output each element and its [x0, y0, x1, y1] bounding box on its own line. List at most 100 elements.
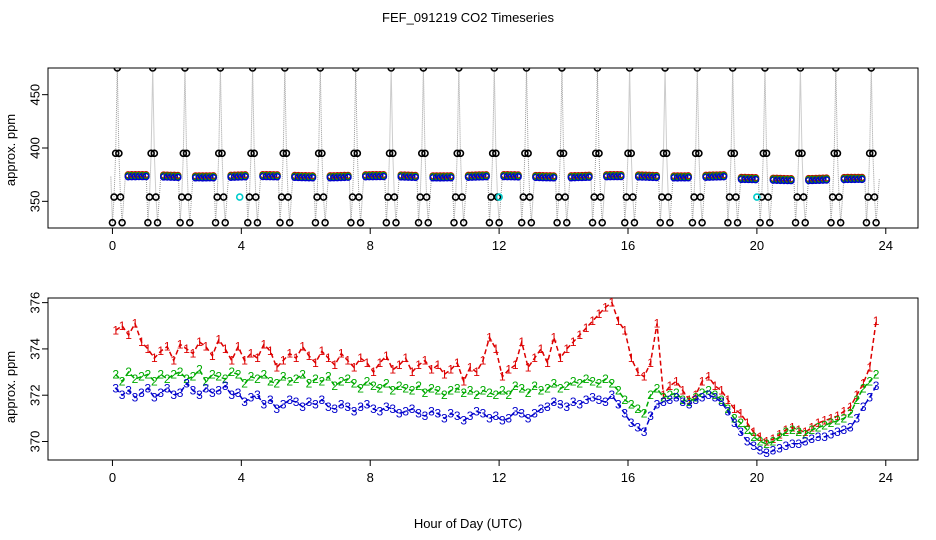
- sample-3-point: [163, 173, 171, 181]
- series-1-marker: 1: [647, 356, 654, 370]
- cal-point: [152, 193, 160, 201]
- cal-point: [153, 218, 162, 227]
- cal-point: [666, 218, 674, 227]
- y-tick-label: 450: [27, 84, 42, 106]
- series-1-marker: 1: [157, 344, 164, 358]
- series-1-marker: 1: [795, 423, 802, 437]
- cal-point: [311, 218, 320, 227]
- series-3-marker: 3: [776, 441, 783, 455]
- series-2-marker: 2: [641, 407, 648, 421]
- x-tick-label: 12: [492, 470, 506, 485]
- cal-point: [182, 149, 191, 158]
- series-1-marker: 1: [235, 340, 242, 354]
- sample-3-point: [783, 176, 792, 185]
- series-3-marker: 3: [518, 407, 525, 421]
- cal-point: [247, 149, 255, 158]
- cal-trace: [178, 68, 194, 223]
- series-1-marker: 1: [351, 360, 358, 374]
- series-3-marker: 3: [654, 397, 661, 411]
- sample-3-point: [397, 173, 405, 181]
- cal-point: [559, 149, 568, 158]
- sample-3-point: [344, 173, 352, 182]
- series-2-marker: 2: [634, 402, 641, 416]
- series-3-marker: 3: [841, 423, 848, 437]
- series-2-marker: 2: [518, 381, 525, 395]
- series-2-marker: 2: [757, 434, 764, 448]
- series-2-line: [115, 368, 877, 445]
- series-3-marker: 3: [847, 421, 854, 435]
- series-3-marker: 3: [273, 402, 280, 416]
- cal-point: [490, 68, 499, 72]
- series-3-marker: 3: [744, 434, 751, 448]
- series-3-marker: 3: [454, 409, 461, 423]
- series-2-marker: 2: [447, 384, 454, 398]
- sample-3-point: [613, 172, 622, 181]
- series-3-marker: 3: [344, 400, 351, 414]
- sample-3-point: [404, 173, 412, 181]
- series-1-marker: 1: [190, 347, 197, 361]
- cal-point: [625, 68, 634, 72]
- series-3-marker: 3: [602, 395, 609, 409]
- sample-3-point: [379, 172, 388, 181]
- series-1-marker: 1: [222, 342, 229, 356]
- series-1-marker: 1: [467, 360, 474, 374]
- series-2-marker: 2: [737, 416, 744, 430]
- x-axis-label: Hour of Day (UTC): [414, 516, 522, 531]
- y-tick-label: 400: [27, 137, 42, 159]
- series-1-marker: 1: [183, 342, 190, 356]
- series-3-marker: 3: [473, 404, 480, 418]
- reference-point: [495, 193, 503, 201]
- sample-3-point: [720, 173, 728, 181]
- series-1-marker: 1: [132, 316, 139, 330]
- plot-frame: [47, 67, 919, 229]
- cal-point: [730, 149, 739, 158]
- series-3-marker: 3: [435, 407, 442, 421]
- series-2-marker: 2: [525, 386, 532, 400]
- series-1-marker: 1: [770, 432, 777, 446]
- cal-point: [492, 149, 500, 158]
- sample-3-point: [401, 173, 409, 181]
- sample-3-point: [776, 176, 785, 185]
- cal-point: [250, 149, 259, 158]
- sample-3-point: [748, 175, 756, 184]
- series-3-marker: 3: [834, 425, 841, 439]
- cal-point: [181, 68, 189, 72]
- series-3-marker: 3: [525, 411, 532, 425]
- series-2-marker: 2: [145, 367, 152, 381]
- cal-point: [243, 218, 252, 227]
- series-1-marker: 1: [802, 425, 809, 439]
- panel1-y-axis-label: approx. ppm: [3, 114, 18, 186]
- series-1-marker: 1: [776, 428, 783, 442]
- series-3-marker: 3: [357, 400, 364, 414]
- cal-point: [351, 68, 360, 72]
- cal-point: [724, 218, 732, 227]
- series-2-marker: 2: [654, 381, 661, 395]
- cal-point: [695, 149, 703, 158]
- series-1-marker: 1: [460, 374, 467, 388]
- series-3-marker: 3: [692, 393, 699, 407]
- series-3-marker: 3: [447, 407, 454, 421]
- series-2-marker: 2: [396, 379, 403, 393]
- series-2-marker: 2: [319, 374, 326, 388]
- series-2-marker: 2: [557, 381, 564, 395]
- cal-point: [835, 193, 843, 201]
- series-2-marker: 2: [679, 393, 686, 407]
- series-3-marker: 3: [415, 407, 422, 421]
- cal-point: [276, 218, 284, 227]
- cal-point: [388, 149, 397, 158]
- cal-point: [185, 218, 194, 227]
- cal-point: [593, 68, 602, 72]
- series-3-marker: 3: [589, 391, 596, 405]
- cal-point: [693, 68, 702, 72]
- sample-3-point: [298, 173, 306, 182]
- series-3-marker: 3: [486, 411, 493, 425]
- series-2-marker: 2: [841, 411, 848, 425]
- series-1-marker: 1: [480, 353, 487, 367]
- series-2-marker: 2: [783, 425, 790, 439]
- series-1-marker: 1: [370, 365, 377, 379]
- cal-point: [419, 68, 428, 72]
- cal-point: [595, 149, 603, 158]
- series-2-marker: 2: [660, 391, 667, 405]
- series-2-marker: 2: [157, 367, 164, 381]
